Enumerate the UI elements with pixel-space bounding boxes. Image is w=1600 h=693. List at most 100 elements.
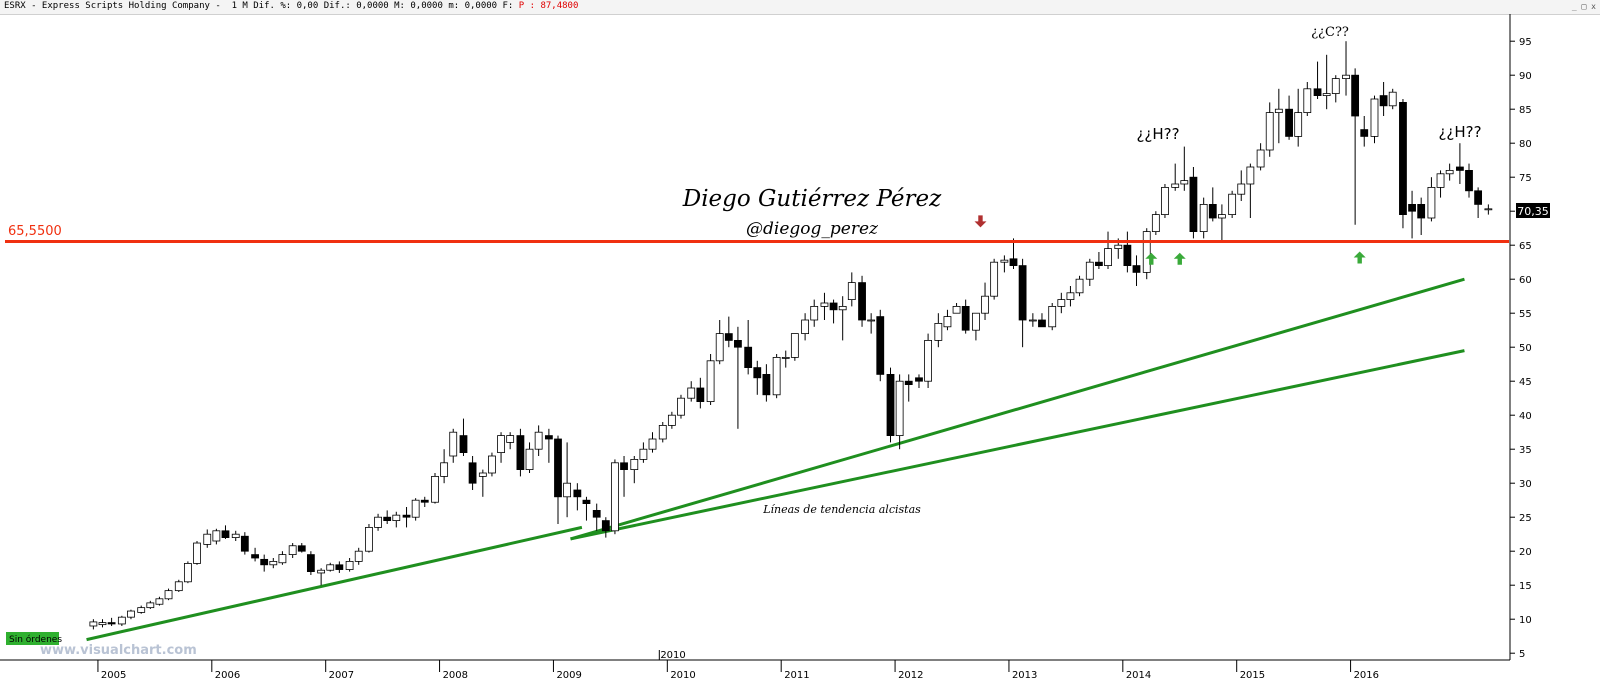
- candle-body: [1018, 265, 1027, 321]
- candle: [260, 554, 269, 572]
- candle: [345, 558, 354, 572]
- candle: [269, 558, 278, 569]
- candle-body: [1351, 74, 1360, 117]
- candle-body: [630, 458, 639, 470]
- trend-line-2: [570, 277, 1465, 541]
- last-price-box: [1516, 203, 1550, 218]
- candle: [1370, 95, 1379, 144]
- trend-line-3: [570, 349, 1465, 541]
- trend-lines: [86, 277, 1465, 642]
- candle-body: [402, 514, 411, 518]
- arrows: [974, 215, 1366, 265]
- candle: [961, 299, 970, 334]
- x-tick-label: 2009: [556, 670, 581, 681]
- candle: [1379, 82, 1388, 116]
- y-tick-label: 30: [1519, 479, 1532, 490]
- candle: [630, 456, 639, 484]
- candle: [193, 541, 201, 565]
- candle: [240, 532, 249, 555]
- candle: [829, 299, 838, 324]
- candle-body: [972, 312, 980, 331]
- candle-body: [867, 319, 876, 322]
- candle: [620, 456, 628, 497]
- trend-lines-label: Líneas de tendencia alcistas: [762, 503, 921, 516]
- x-tick-label: 2015: [1240, 670, 1265, 681]
- candle-body: [1104, 248, 1112, 267]
- x-tick-label: 2010: [670, 670, 695, 681]
- candle: [1189, 167, 1198, 239]
- candle: [449, 428, 458, 463]
- candle: [1228, 190, 1237, 218]
- trend-line-1: [86, 525, 583, 642]
- candle: [753, 360, 762, 395]
- candle-body: [488, 455, 496, 474]
- candle-body: [1171, 183, 1180, 188]
- candle: [1104, 231, 1112, 269]
- candle: [155, 596, 164, 606]
- candle-body: [734, 339, 742, 348]
- candle: [1484, 204, 1493, 215]
- candle-body: [203, 533, 212, 545]
- candle: [1132, 255, 1141, 286]
- y-tick-label: 50: [1519, 343, 1532, 354]
- candle: [127, 609, 135, 620]
- candle-body: [345, 561, 354, 570]
- candle-body: [563, 482, 572, 498]
- candle-body: [420, 499, 429, 503]
- candle: [1274, 88, 1283, 144]
- candle: [534, 425, 543, 456]
- candle-body: [317, 569, 326, 574]
- candle-body: [677, 397, 685, 416]
- candle: [990, 258, 999, 300]
- candle: [1208, 187, 1217, 222]
- annotations: Diego Gutiérrez Pérez @diegog_perez 65,5…: [6, 25, 1550, 658]
- candle-body: [1265, 112, 1274, 151]
- candle-body: [1379, 95, 1388, 107]
- candle: [810, 299, 819, 327]
- candle-body: [411, 499, 420, 518]
- candle-body: [525, 448, 534, 471]
- candle: [440, 449, 449, 484]
- candle-body: [127, 610, 135, 618]
- up-arrow-2: [1145, 252, 1158, 265]
- candle: [1474, 187, 1483, 218]
- y-tick-label: 45: [1519, 377, 1532, 388]
- candle-body: [904, 380, 913, 386]
- candle: [934, 313, 943, 348]
- candle: [1199, 197, 1208, 239]
- window-buttons[interactable]: _ □ x: [1571, 2, 1596, 11]
- header-price: P : 87,4800: [518, 1, 579, 11]
- candles: [89, 41, 1493, 630]
- author-name: Diego Gutiérrez Pérez: [682, 186, 942, 212]
- candle-body: [858, 282, 866, 321]
- candle-body: [155, 598, 164, 605]
- candle-body: [137, 607, 146, 613]
- candle: [278, 551, 287, 565]
- x-tick-label: 2008: [443, 670, 468, 681]
- candle-body: [1484, 208, 1493, 211]
- candle-body: [924, 339, 932, 382]
- candle: [1180, 146, 1189, 191]
- chart-header-bar: ESRX - Express Scripts Holding Company -…: [0, 0, 1600, 15]
- candle: [1000, 255, 1009, 273]
- candle: [573, 483, 582, 511]
- candle-body: [1342, 74, 1350, 79]
- candle-body: [544, 435, 553, 440]
- candle: [867, 313, 876, 334]
- candle: [648, 432, 657, 453]
- candle-body: [1294, 112, 1303, 137]
- candle: [1417, 197, 1426, 235]
- candle-body: [620, 462, 628, 470]
- y-tick-label: 20: [1519, 547, 1532, 558]
- candle: [1265, 102, 1274, 157]
- candle-body: [240, 535, 249, 552]
- y-tick-label: 10: [1519, 615, 1532, 626]
- candle: [1303, 82, 1312, 116]
- candle-body: [174, 581, 183, 592]
- candle-body: [534, 431, 543, 450]
- candle: [525, 442, 534, 473]
- candle: [183, 561, 192, 584]
- support-level-label: 65,5500: [8, 224, 62, 239]
- candle-body: [288, 545, 297, 556]
- candle: [306, 551, 315, 575]
